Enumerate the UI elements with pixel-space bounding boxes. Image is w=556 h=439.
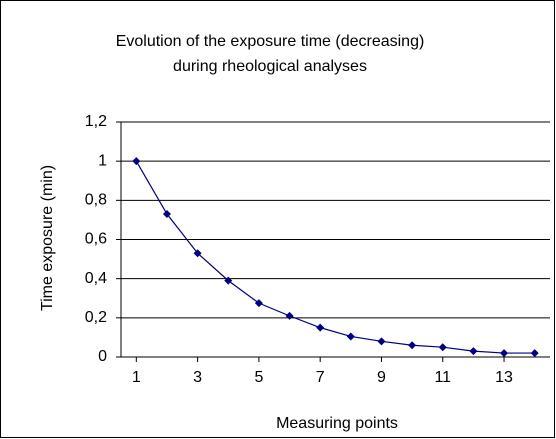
data-point	[500, 349, 509, 358]
data-point	[193, 249, 202, 258]
x-tick-label: 13	[495, 369, 513, 386]
y-tick-label: 0	[98, 348, 107, 365]
data-point	[224, 276, 233, 285]
data-point	[377, 337, 386, 346]
data-point	[408, 341, 417, 350]
data-point	[132, 157, 141, 166]
chart-title: during rheological analyses	[173, 58, 367, 75]
data-point	[254, 299, 263, 308]
x-axis-title: Measuring points	[276, 415, 398, 432]
x-tick-label: 9	[377, 369, 386, 386]
data-point	[346, 332, 355, 341]
data-line	[135, 160, 535, 354]
x-tick-label: 7	[316, 369, 325, 386]
y-tick-label: 0,8	[85, 192, 107, 209]
y-tick-label: 1,2	[85, 113, 107, 130]
x-tick-label: 3	[193, 369, 202, 386]
data-point	[469, 347, 478, 356]
data-point	[438, 343, 447, 352]
x-tick-label: 11	[434, 369, 451, 386]
y-axis-title: Time exposure (min)	[39, 165, 56, 311]
data-point	[162, 210, 171, 219]
data-point	[530, 349, 539, 358]
data-point	[316, 323, 325, 332]
data-point	[285, 311, 294, 320]
chart-title: Evolution of the exposure time (decreasi…	[116, 33, 425, 50]
x-tick-label: 5	[254, 369, 263, 386]
y-tick-label: 0,6	[85, 231, 107, 248]
x-tick-label: 1	[132, 369, 141, 386]
y-tick-label: 0,4	[85, 270, 107, 287]
y-tick-label: 1	[98, 152, 107, 169]
y-tick-label: 0,2	[85, 309, 107, 326]
